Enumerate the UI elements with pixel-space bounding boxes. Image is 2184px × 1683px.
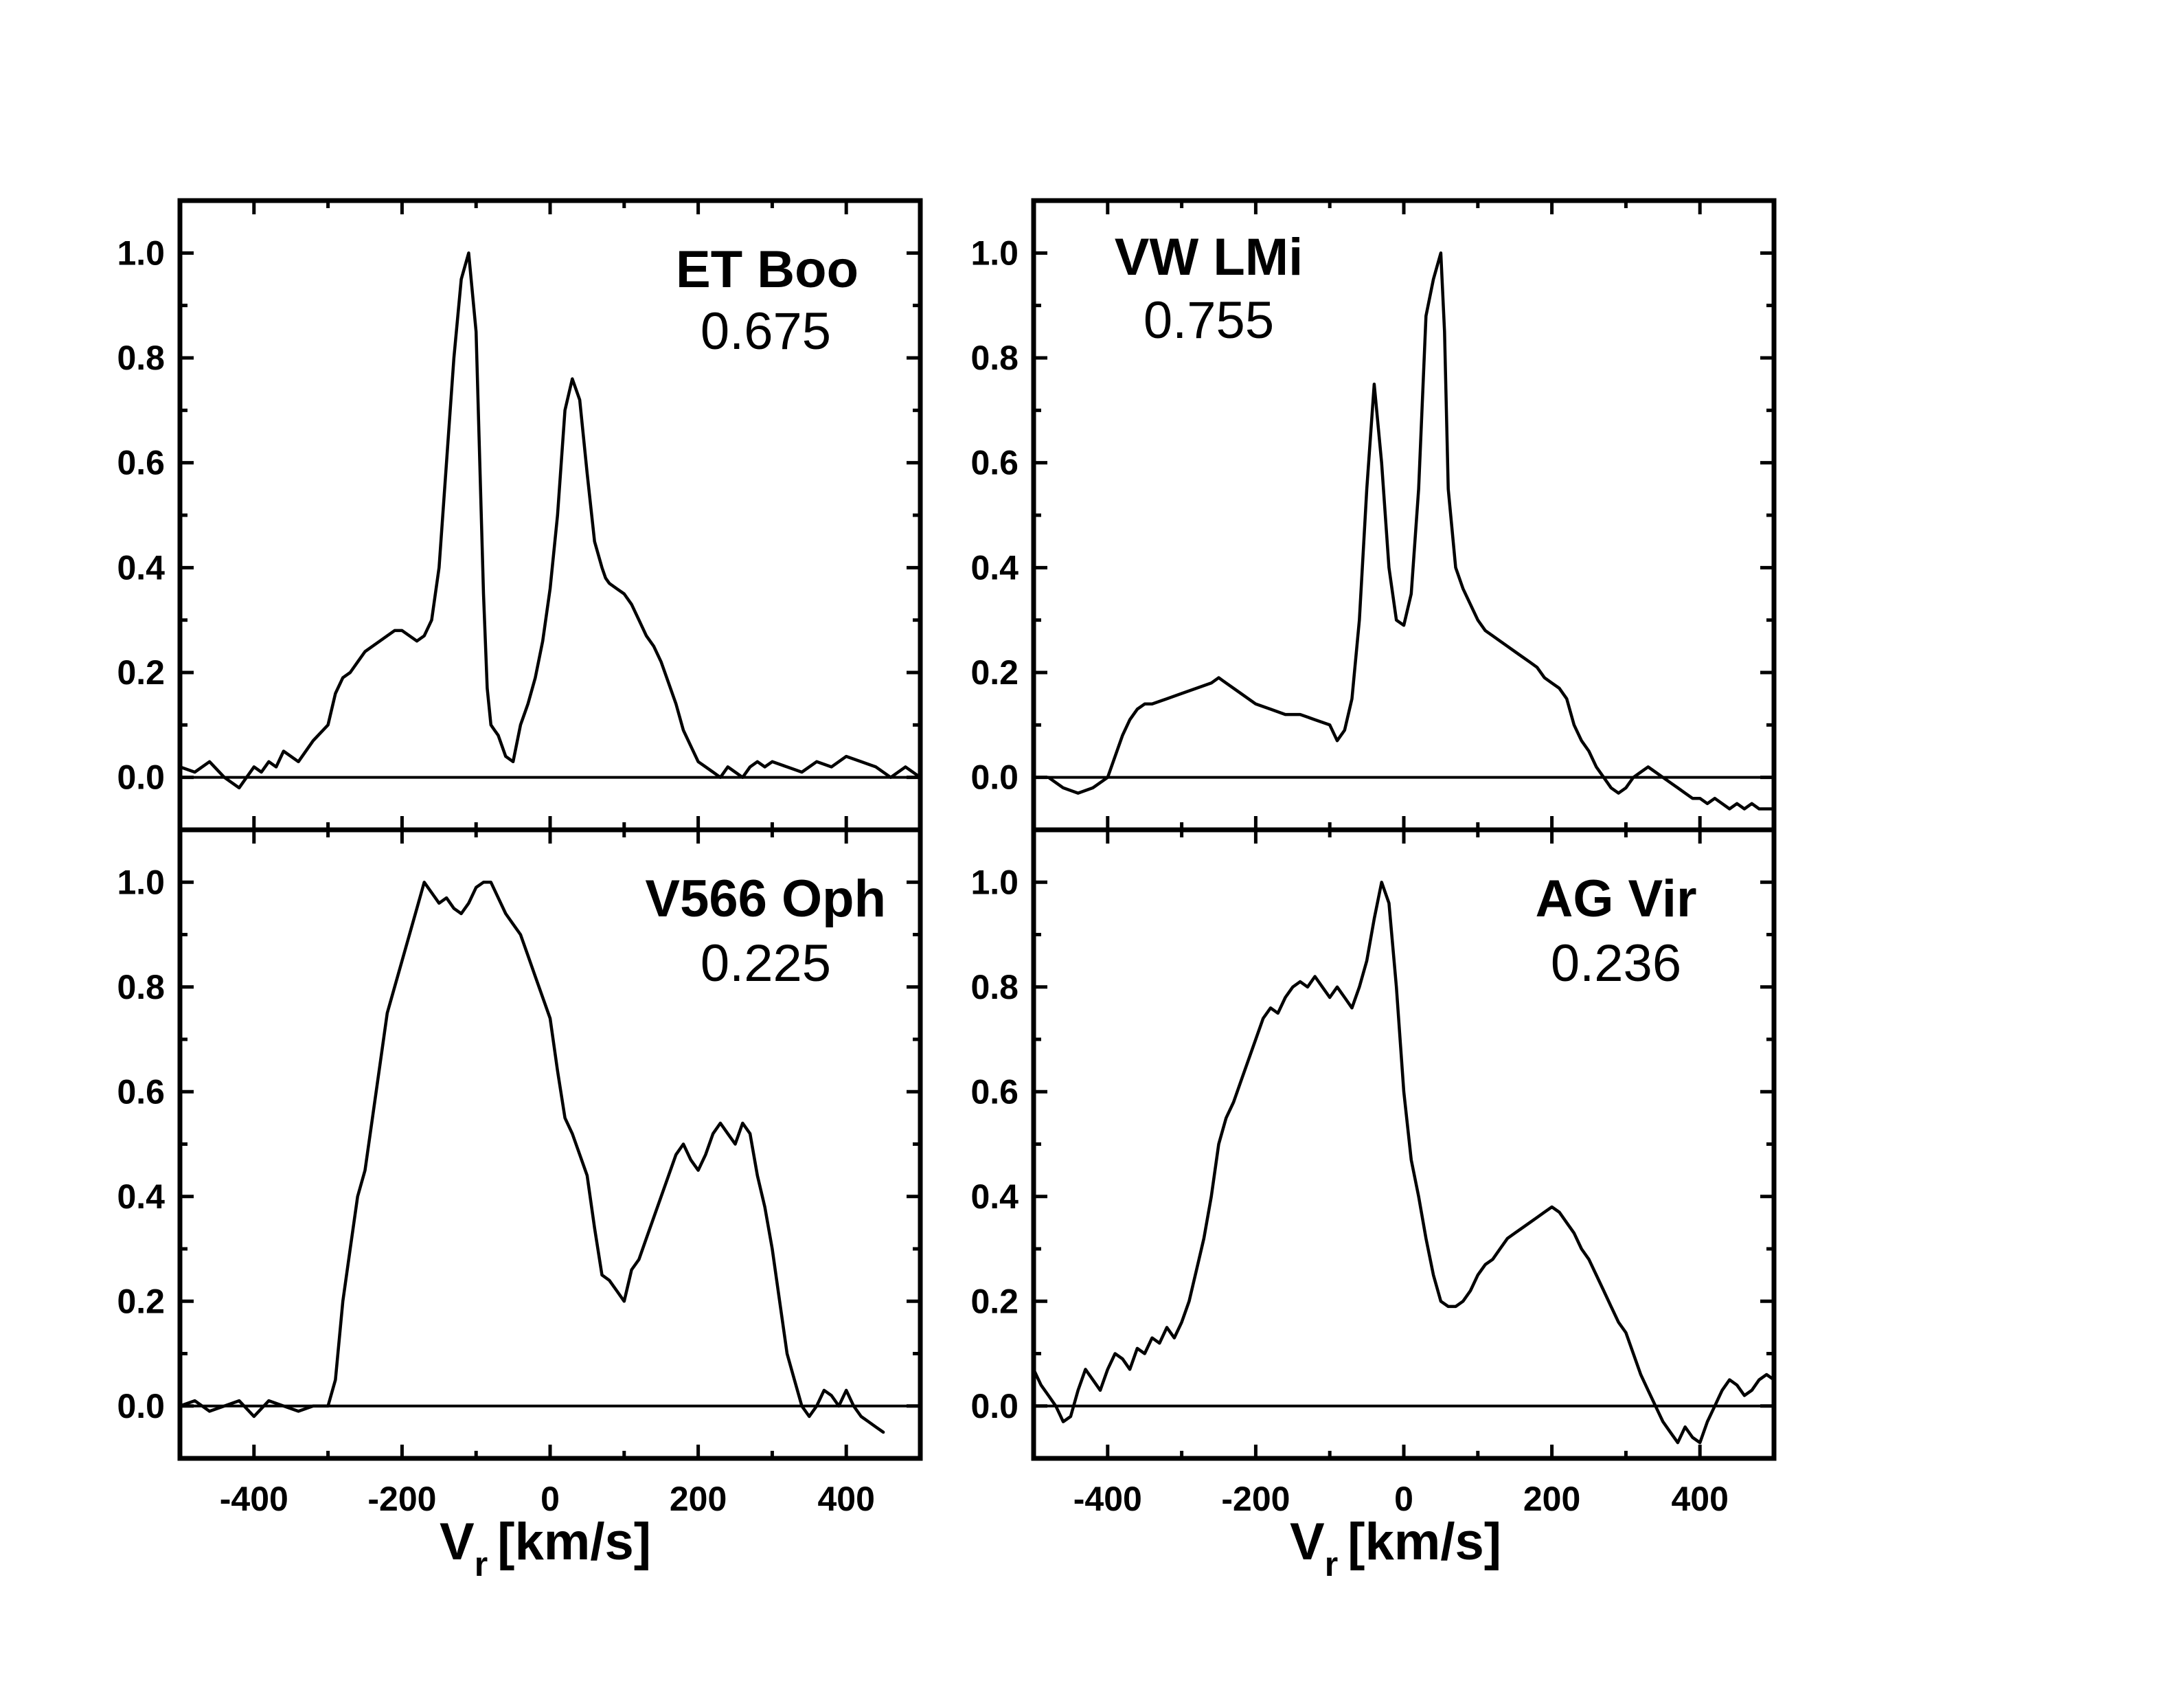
x-tick-label: -400 — [1073, 1480, 1142, 1518]
phase-label: 0.755 — [1144, 291, 1274, 350]
panel-ag-vir: 0.0 0.2 0.4 0.6 0.8 1.0 -400 -200 0 200 400 AG Vir 0… — [970, 827, 1777, 1518]
y-tick-label: 1.0 — [117, 863, 165, 901]
y-tick-label: 0.8 — [117, 339, 165, 377]
star-name-label: VW LMi — [1115, 228, 1303, 286]
x-tick-label: -200 — [1221, 1480, 1290, 1518]
x-tick-label: 200 — [1523, 1480, 1580, 1518]
star-name-label: AG Vir — [1535, 870, 1696, 928]
y-tick-label: 0.6 — [970, 444, 1019, 482]
y-tick-label: 0.6 — [970, 1072, 1019, 1111]
phase-label: 0.225 — [701, 934, 831, 993]
y-tick-label: 0.4 — [970, 548, 1019, 587]
y-tick-label: 0.8 — [970, 339, 1019, 377]
y-tick-label: 0.6 — [117, 444, 165, 482]
x-tick-label: -200 — [367, 1480, 436, 1518]
y-tick-label: 0.2 — [970, 653, 1019, 692]
y-tick-label: 0.2 — [117, 1282, 165, 1320]
y-tick-label: 0.8 — [970, 968, 1019, 1006]
y-tick-label: 0.2 — [117, 653, 165, 692]
y-tick-label: 0.4 — [970, 1177, 1019, 1216]
series-line-v566-oph — [178, 881, 885, 1434]
x-tick-label: -400 — [220, 1480, 288, 1518]
series-line-vw-lmi — [1032, 251, 1776, 811]
x-tick-label: 0 — [541, 1480, 560, 1518]
y-tick-label: 0.4 — [117, 1177, 165, 1216]
y-tick-label: 0.0 — [117, 758, 165, 797]
y-tick-label: 0.0 — [970, 758, 1019, 797]
star-name-label: ET Boo — [676, 240, 858, 299]
y-tick-label: 0.0 — [117, 1387, 165, 1425]
series-line-et-boo — [178, 251, 922, 790]
x-axis-label-left: Vr [km/s] — [440, 1513, 651, 1583]
y-tick-label: 1.0 — [970, 234, 1019, 272]
y-tick-label: 0.2 — [970, 1282, 1019, 1320]
x-axis-label-right: Vr [km/s] — [1290, 1513, 1501, 1583]
phase-label: 0.236 — [1551, 934, 1681, 993]
y-tick-label: 0.6 — [117, 1072, 165, 1111]
star-name-label: V566 Oph — [645, 870, 886, 928]
y-tick-label: 0.0 — [970, 1387, 1019, 1425]
y-tick-label: 1.0 — [970, 863, 1019, 901]
panel-v566-oph: 0.0 0.2 0.4 0.6 0.8 1.0 -400 -200 0 200 400 V566 Op… — [117, 827, 923, 1518]
y-tick-label: 0.4 — [117, 548, 165, 587]
x-tick-label: 400 — [817, 1480, 874, 1518]
series-line-ag-vir — [1032, 881, 1776, 1445]
y-tick-label: 1.0 — [117, 234, 165, 272]
x-tick-label: 200 — [670, 1480, 727, 1518]
x-tick-label: 400 — [1671, 1480, 1728, 1518]
plot-frame — [177, 827, 923, 1461]
plot-frame — [1031, 827, 1777, 1461]
phase-label: 0.675 — [701, 302, 831, 361]
y-tick-label: 0.8 — [117, 968, 165, 1006]
x-tick-label: 0 — [1394, 1480, 1413, 1518]
